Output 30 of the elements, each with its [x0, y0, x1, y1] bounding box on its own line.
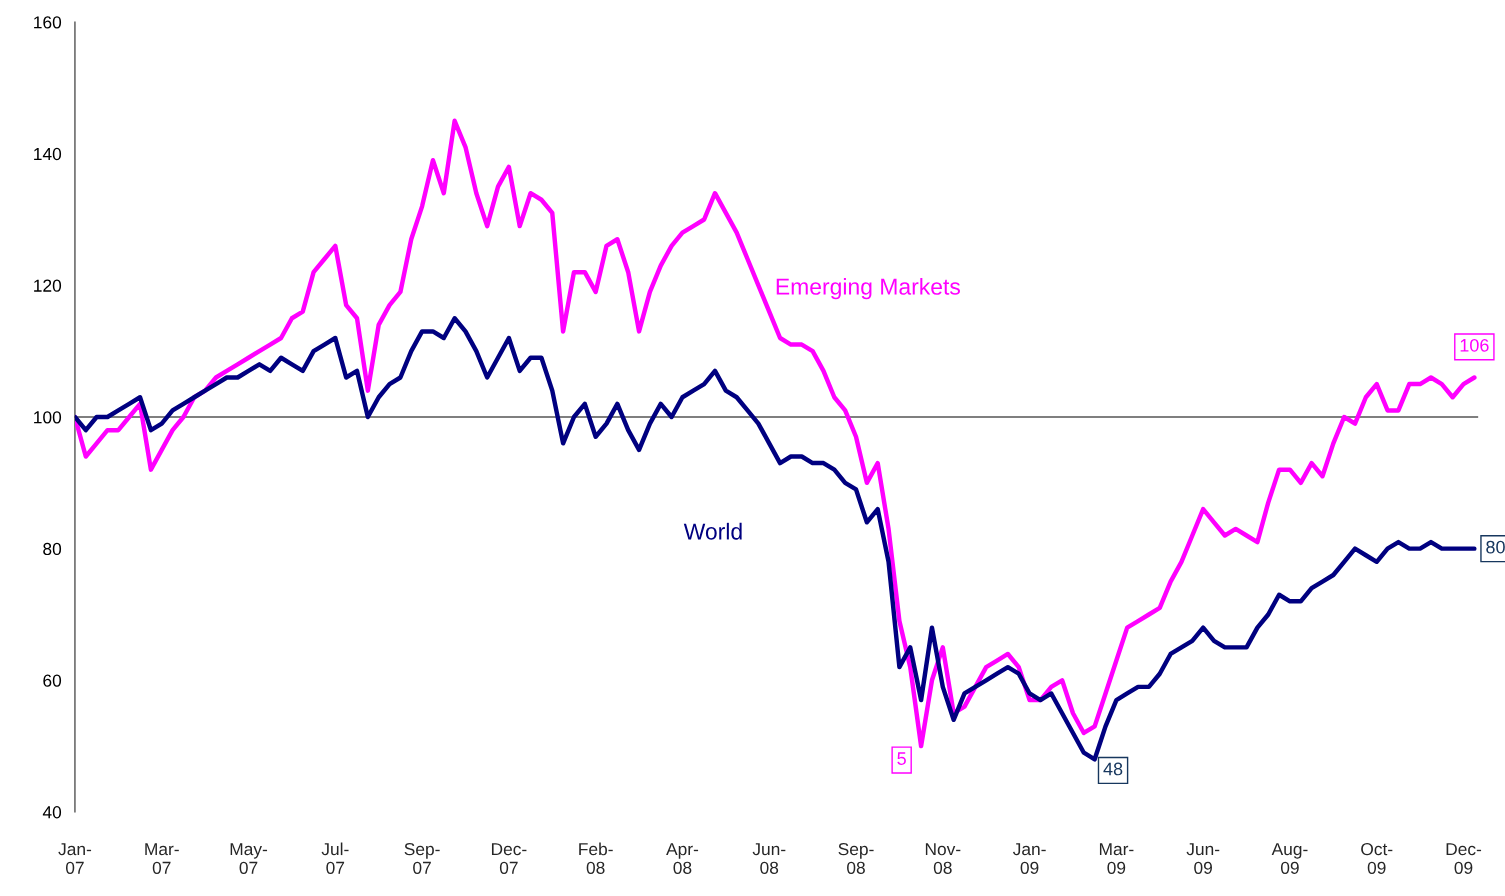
y-tick-label: 60 — [43, 674, 62, 687]
x-tick-label: Sep- 07 — [404, 842, 440, 874]
x-tick-label: Aug- 09 — [1271, 843, 1308, 874]
annotation: 106 — [1460, 338, 1489, 352]
x-tick-label: Jun- 09 — [1186, 843, 1220, 874]
y-tick-label: 120 — [34, 279, 62, 292]
x-tick-label: Nov- 08 — [925, 843, 961, 874]
text: World — [683, 522, 742, 540]
x-tick-label: Oct- 09 — [1361, 842, 1393, 874]
x-tick-label: Jan- 07 — [58, 843, 92, 874]
y-tick-label: 80 — [43, 542, 62, 556]
x-tick-label: Jul- 07 — [321, 842, 349, 874]
x-tick-label: Dec- 09 — [1446, 843, 1482, 874]
x-tick-label: Apr- 08 — [666, 843, 699, 874]
annotation: 48 — [1103, 762, 1123, 776]
y-tick-label: 160 — [34, 16, 62, 29]
y-tick-label: 100 — [34, 411, 62, 424]
annotation: 5 — [897, 752, 906, 765]
x-tick-label: Dec- 07 — [491, 843, 527, 874]
x-tick-label: May- 07 — [230, 843, 268, 874]
x-tick-label: Feb- 08 — [579, 842, 613, 874]
x-tick-label: Jan- 09 — [1012, 843, 1046, 874]
x-tick-label: Jun- 08 — [752, 843, 786, 874]
text: 80 — [1486, 540, 1505, 554]
y-tick-label: 40 — [42, 806, 62, 819]
x-tick-label: Sep- 08 — [838, 842, 874, 874]
series-label: Emerging Markets — [776, 277, 960, 300]
y-tick-label: 140 — [34, 147, 62, 161]
x-tick-label: Mar- 07 — [145, 843, 179, 874]
x-tick-label: Mar- 09 — [1099, 843, 1134, 874]
